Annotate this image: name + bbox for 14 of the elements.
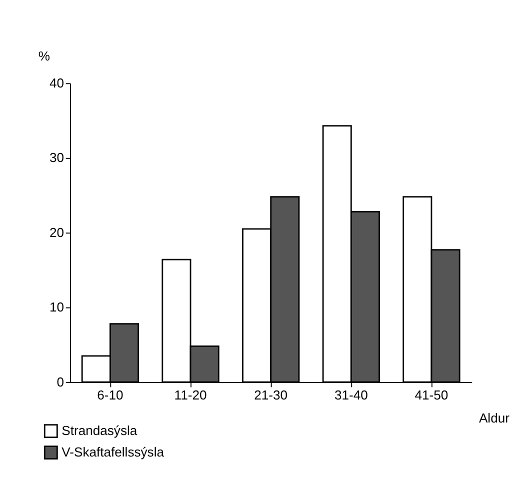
y-tick-label: 0 [56, 374, 64, 390]
y-tick-label: 20 [49, 224, 64, 240]
legend-label: V-Skaftafellssýsla [62, 444, 165, 460]
y-tick-label: 30 [49, 150, 64, 166]
x-tick-label: 6-10 [97, 387, 124, 402]
x-tick-label: 41-50 [414, 387, 448, 402]
y-tick-label: 40 [49, 75, 64, 90]
x-tick-label: 31-40 [334, 387, 368, 402]
x-tick-label: 11-20 [174, 387, 207, 402]
x-tick-label: 21-30 [254, 387, 288, 402]
x-axis-title: Aldur [478, 410, 510, 426]
y-axis-title: % [38, 48, 50, 64]
y-tick-label: 10 [49, 300, 64, 315]
legend-label: Strandasýsla [62, 422, 138, 438]
